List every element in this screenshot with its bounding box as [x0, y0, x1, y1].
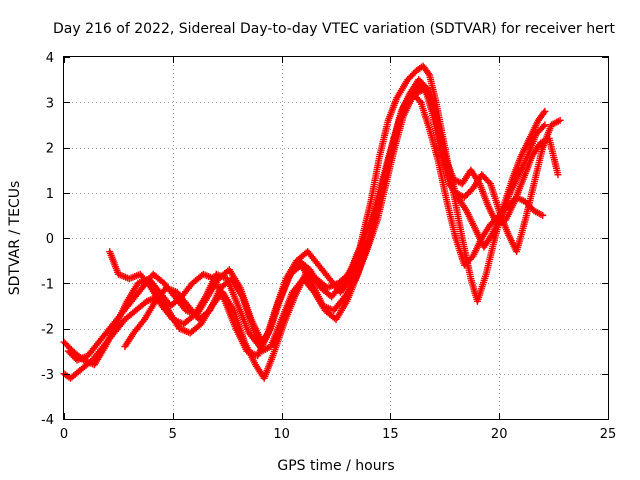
y-tick-label: 1 — [46, 187, 54, 202]
y-tick-label: -2 — [41, 323, 54, 338]
data-point-fill — [540, 109, 548, 117]
data-point-fill — [422, 83, 430, 91]
y-tick-label: 0 — [46, 232, 54, 247]
x-tick-label: 15 — [382, 427, 399, 442]
chart-title: Day 216 of 2022, Sidereal Day-to-day VTE… — [53, 21, 615, 37]
data-point — [539, 211, 547, 219]
grid — [64, 57, 608, 419]
axis-ticks — [64, 57, 609, 420]
data-point-fill — [539, 122, 547, 130]
data-point-fill — [485, 178, 493, 186]
plot-frame — [63, 56, 609, 420]
x-tick-label: 20 — [491, 427, 508, 442]
x-tick-label: 10 — [273, 427, 290, 442]
series-track-2 — [60, 85, 549, 369]
data-point — [554, 171, 562, 179]
tick-labels: 0 5 10 15 20 25 -4 -3 -2 -1 0 1 2 3 4 — [41, 51, 616, 442]
data-point-fill — [424, 70, 432, 78]
data-point — [541, 121, 549, 129]
data-point-fill — [415, 97, 423, 105]
y-tick-label: 2 — [46, 142, 54, 157]
y-tick-label: 3 — [46, 96, 54, 111]
x-tick-label: 5 — [169, 427, 177, 442]
y-tick-label: -3 — [41, 368, 54, 383]
data-point — [556, 116, 564, 124]
series-track-5 — [121, 89, 547, 355]
x-tick-label: 25 — [600, 427, 617, 442]
data-point — [541, 107, 549, 115]
y-tick-label: -1 — [41, 277, 54, 292]
y-tick-label: -4 — [41, 413, 54, 428]
series-track-4 — [106, 76, 562, 351]
x-axis-label: GPS time / hours — [277, 458, 394, 474]
y-axis-label: SDTVAR / TECUs — [7, 181, 23, 296]
x-tick-label: 0 — [60, 427, 68, 442]
data-markers — [60, 62, 564, 382]
y-tick-label: 4 — [46, 51, 54, 66]
